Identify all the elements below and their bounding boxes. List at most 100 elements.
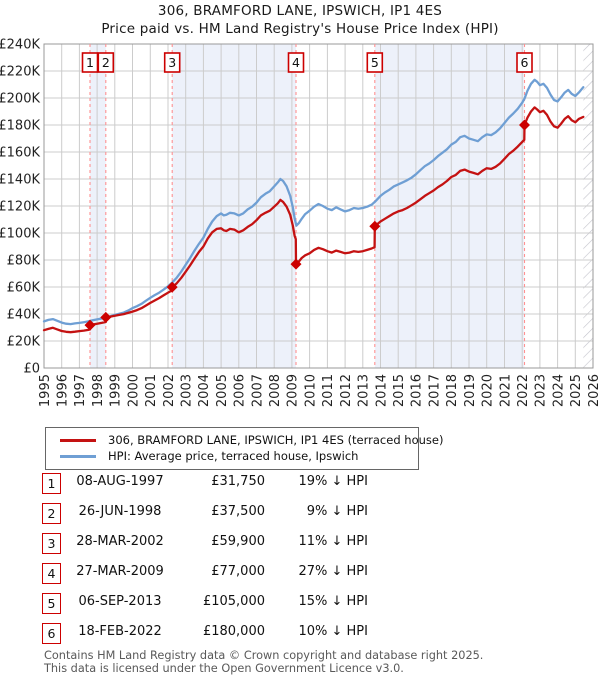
table-row: 6 18-FEB-2022 £180,000 10% ↓ HPI [42,621,502,651]
sale-number-badge: 2 [42,503,61,524]
svg-text:£200K: £200K [0,92,40,107]
sale-date: 26-JUN-1998 [78,504,162,519]
sale-marker-diamond [519,119,530,131]
svg-text:2000: 2000 [126,374,141,407]
sale-vs-hpi: 10% ↓ HPI [298,624,368,639]
sale-number-box [163,52,181,73]
svg-text:1999: 1999 [109,374,124,407]
table-row: 3 28-MAR-2002 £59,900 11% ↓ HPI [42,531,502,561]
table-row: 4 27-MAR-2009 £77,000 27% ↓ HPI [42,561,502,591]
sale-vs-hpi: 11% ↓ HPI [298,534,368,549]
svg-text:2018: 2018 [445,374,460,407]
svg-text:2007: 2007 [250,374,265,407]
chart-legend: 306, BRAMFORD LANE, IPSWICH, IP1 4ES (te… [45,427,443,470]
sale-marker-diamond [100,311,112,323]
svg-text:2022: 2022 [516,374,531,407]
sale-date: 27-MAR-2009 [76,564,164,579]
svg-text:1998: 1998 [91,374,106,407]
page-title: 306, BRAMFORD LANE, IPSWICH, IP1 4ES [157,3,443,19]
svg-text:2026: 2026 [587,374,600,407]
svg-text:2002: 2002 [162,374,177,407]
svg-text:4: 4 [292,55,300,70]
svg-text:2008: 2008 [268,374,283,407]
legend-label: 306, BRAMFORD LANE, IPSWICH, IP1 4ES (te… [108,433,444,447]
footer-line: This data is licensed under the Open Gov… [44,662,404,676]
svg-text:£80K: £80K [7,254,41,269]
sale-number-badge: 5 [42,593,61,614]
sale-vs-hpi: 19% ↓ HPI [298,474,368,489]
svg-text:6: 6 [521,55,529,70]
sale-vs-hpi: 15% ↓ HPI [298,594,368,609]
svg-text:2020: 2020 [481,374,496,407]
sale-price: £59,900 [211,534,265,549]
svg-text:£0: £0 [23,362,40,377]
svg-text:2021: 2021 [498,374,513,407]
svg-text:£120K: £120K [0,200,40,215]
price-paid-line-swatch [60,438,96,442]
sale-number-badge: 1 [42,473,61,494]
svg-text:1997: 1997 [73,374,88,407]
sale-number-box [366,52,384,73]
svg-text:2003: 2003 [180,374,195,407]
svg-text:1995: 1995 [38,374,53,407]
svg-text:2005: 2005 [215,374,230,407]
sale-marker-diamond [290,258,302,270]
sale-marker-diamond [166,281,178,293]
svg-text:£40K: £40K [7,308,41,323]
sale-date: 28-MAR-2002 [76,534,164,549]
table-row: 2 26-JUN-1998 £37,500 9% ↓ HPI [42,501,502,531]
legend-item-price-paid: 306, BRAMFORD LANE, IPSWICH, IP1 4ES (te… [46,432,443,448]
page-subtitle: Price paid vs. HM Land Registry's House … [101,21,499,37]
sales-table: 1 08-AUG-1997 £31,750 19% ↓ HPI 2 26-JUN-1998… [42,471,502,651]
svg-text:2016: 2016 [410,374,425,407]
svg-text:£20K: £20K [7,335,41,350]
svg-text:2006: 2006 [233,374,248,407]
svg-text:2001: 2001 [144,374,159,407]
table-row: 1 08-AUG-1997 £31,750 19% ↓ HPI [42,471,502,501]
svg-text:2: 2 [102,55,110,70]
sale-price: £31,750 [211,474,265,489]
svg-text:£220K: £220K [0,65,40,80]
legend-label: HPI: Average price, terraced house, Ipsw… [108,449,359,463]
copyright-footer: Contains HM Land Registry data © Crown c… [44,649,483,676]
svg-text:£240K: £240K [0,38,40,53]
price-history-chart: 1 2 3 4 5 6 £0 £20K £40K £60K £80K £100K £120K £140K £… [0,38,600,408]
svg-text:£140K: £140K [0,173,40,188]
sale-number-box [81,52,99,73]
svg-text:1996: 1996 [56,374,71,407]
legend-item-hpi: HPI: Average price, terraced house, Ipsw… [46,448,418,464]
svg-text:2012: 2012 [339,374,354,407]
footer-line: Contains HM Land Registry data © Crown c… [44,649,484,662]
svg-text:2011: 2011 [321,374,336,407]
table-row: 5 06-SEP-2013 £105,000 15% ↓ HPI [42,591,502,621]
sale-price: £37,500 [211,504,265,519]
svg-text:2019: 2019 [463,374,478,407]
svg-text:2014: 2014 [374,374,389,407]
sale-date: 06-SEP-2013 [78,594,162,609]
svg-text:£160K: £160K [0,146,40,161]
hpi-line-swatch [60,454,96,458]
series-line [42,78,585,326]
sale-marker-diamond [84,319,96,331]
svg-text:3: 3 [168,55,176,70]
svg-text:2010: 2010 [303,374,318,407]
sale-price: £180,000 [202,624,265,639]
sale-number-badge: 6 [42,623,61,644]
svg-text:£180K: £180K [0,119,40,134]
sale-number-box [97,52,115,73]
svg-text:2013: 2013 [357,374,372,407]
sale-date: 08-AUG-1997 [76,474,164,489]
sale-vs-hpi: 27% ↓ HPI [298,564,368,579]
sale-marker-diamond [369,220,381,232]
svg-text:2024: 2024 [551,374,566,407]
svg-text:2023: 2023 [534,374,549,407]
sale-number-box [287,52,305,73]
svg-text:£100K: £100K [0,227,40,242]
sale-price: £105,000 [202,594,265,609]
svg-text:2009: 2009 [286,374,301,407]
svg-text:2025: 2025 [569,374,584,407]
svg-text:2017: 2017 [427,374,442,407]
svg-text:2004: 2004 [197,374,212,407]
sale-number-box [516,52,533,73]
